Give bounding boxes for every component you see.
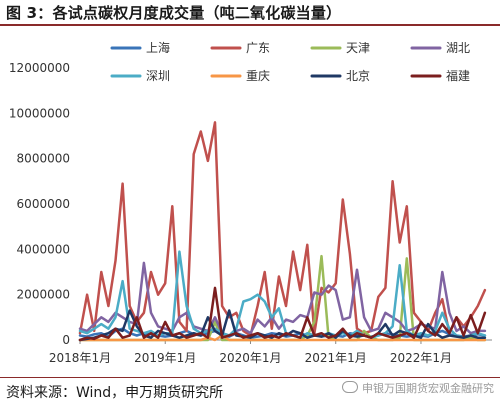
legend-label: 天津	[346, 41, 370, 55]
wechat-icon	[342, 381, 358, 393]
source-rule	[0, 377, 500, 378]
legend-label: 北京	[346, 69, 370, 83]
series-line-重庆	[78, 334, 487, 342]
x-tick-label: 2021年1月	[305, 351, 367, 365]
y-tick-label: 4000000	[17, 242, 70, 256]
watermark: 申银万国期货宏观金融研究	[342, 380, 494, 396]
chart-axes: 0 2000000 4000000 6000000 8000000 10000000 120…	[9, 61, 492, 365]
y-tick-label: 10000000	[9, 106, 70, 120]
series-line-福建	[78, 286, 487, 342]
title-rule	[0, 24, 500, 26]
x-tick-label: 2022年1月	[390, 351, 452, 365]
legend-label: 广东	[246, 41, 270, 55]
series-line-深圳	[78, 250, 487, 339]
legend-label: 福建	[446, 68, 470, 83]
legend-label: 重庆	[246, 69, 270, 83]
y-tick-label: 6000000	[17, 197, 70, 211]
y-tick-label: 2000000	[17, 288, 70, 302]
watermark-text: 申银万国期货宏观金融研究	[362, 382, 494, 395]
x-tick-label: 2018年1月	[49, 351, 111, 365]
x-tick-label: 2020年1月	[219, 351, 281, 365]
y-tick-label: 12000000	[9, 61, 70, 75]
x-tick-label: 2019年1月	[134, 351, 196, 365]
series-layer	[78, 121, 487, 342]
legend-label: 上海	[146, 40, 170, 55]
y-tick-label: 0	[62, 333, 70, 347]
series-line-广东	[78, 121, 487, 337]
y-tick-label: 8000000	[17, 152, 70, 166]
figure-title: 图 3：各试点碳权月度成交量（吨二氧化碳当量）	[6, 4, 342, 22]
legend-label: 深圳	[146, 69, 170, 83]
source-note: 资料来源：Wind，申万期货研究所	[6, 385, 224, 401]
legend-label: 湖北	[446, 40, 470, 55]
